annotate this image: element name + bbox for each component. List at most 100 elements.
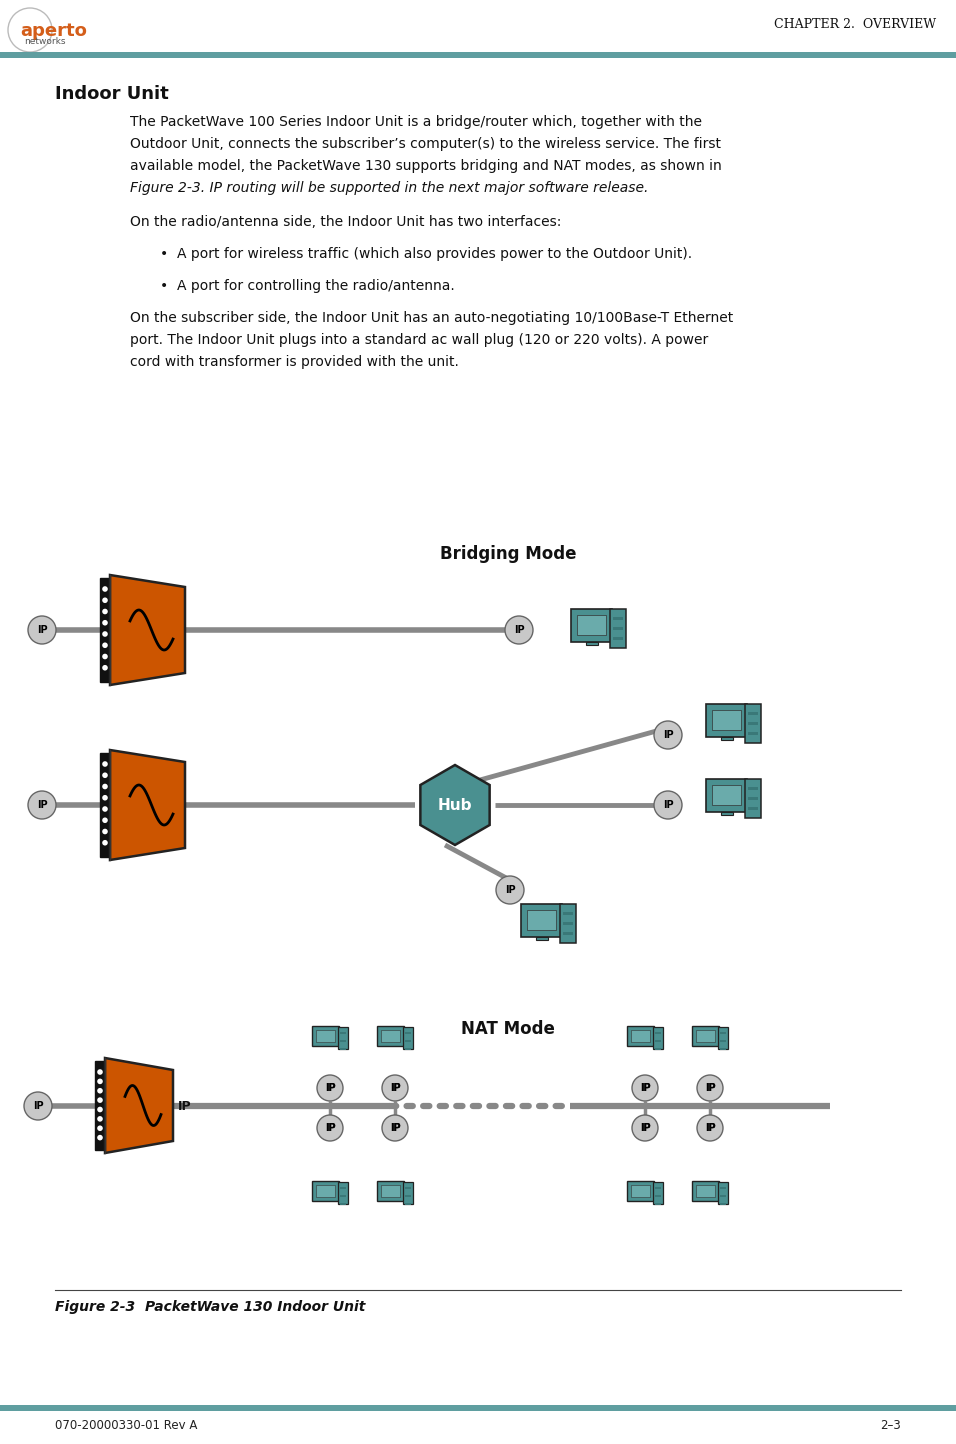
- Circle shape: [102, 761, 108, 767]
- Circle shape: [505, 617, 533, 644]
- FancyBboxPatch shape: [614, 627, 622, 630]
- Polygon shape: [110, 575, 185, 684]
- FancyBboxPatch shape: [655, 1047, 661, 1050]
- FancyBboxPatch shape: [0, 52, 956, 58]
- FancyBboxPatch shape: [338, 1181, 348, 1204]
- Text: •  A port for controlling the radio/antenna.: • A port for controlling the radio/anten…: [160, 279, 455, 293]
- FancyBboxPatch shape: [655, 1031, 661, 1034]
- FancyBboxPatch shape: [712, 786, 741, 804]
- FancyBboxPatch shape: [535, 937, 548, 940]
- FancyBboxPatch shape: [377, 1025, 404, 1047]
- Circle shape: [98, 1135, 103, 1141]
- FancyBboxPatch shape: [381, 1030, 400, 1043]
- Text: CHAPTER 2.  OVERVIEW: CHAPTER 2. OVERVIEW: [773, 17, 936, 30]
- Circle shape: [102, 609, 108, 614]
- Circle shape: [697, 1074, 723, 1100]
- Text: IP: IP: [36, 800, 47, 810]
- Text: Indoor Unit: Indoor Unit: [55, 85, 169, 103]
- FancyBboxPatch shape: [340, 1040, 346, 1041]
- FancyBboxPatch shape: [95, 1061, 105, 1149]
- Text: IP: IP: [325, 1123, 336, 1134]
- FancyBboxPatch shape: [746, 780, 761, 817]
- FancyBboxPatch shape: [655, 1194, 661, 1197]
- FancyBboxPatch shape: [749, 722, 758, 725]
- FancyBboxPatch shape: [528, 910, 556, 930]
- FancyBboxPatch shape: [405, 1187, 411, 1188]
- Text: The PacketWave 100 Series Indoor Unit is a bridge/router which, together with th: The PacketWave 100 Series Indoor Unit is…: [130, 116, 702, 129]
- FancyBboxPatch shape: [403, 1181, 413, 1204]
- FancyBboxPatch shape: [692, 1181, 719, 1201]
- FancyBboxPatch shape: [340, 1031, 346, 1034]
- Text: cord with transformer is provided with the unit.: cord with transformer is provided with t…: [130, 355, 459, 370]
- Circle shape: [102, 784, 108, 790]
- Text: PacketWave 130 Indoor Unit: PacketWave 130 Indoor Unit: [145, 1300, 365, 1314]
- Text: IP: IP: [325, 1083, 336, 1093]
- Text: port. The Indoor Unit plugs into a standard ac wall plug (120 or 220 volts). A p: port. The Indoor Unit plugs into a stand…: [130, 334, 708, 347]
- Text: IP: IP: [390, 1123, 401, 1134]
- FancyBboxPatch shape: [720, 1040, 726, 1041]
- Circle shape: [632, 1115, 658, 1141]
- FancyBboxPatch shape: [340, 1187, 346, 1188]
- Text: Figure 2-3. IP routing will be supported in the next major software release.: Figure 2-3. IP routing will be supported…: [130, 180, 648, 195]
- FancyBboxPatch shape: [340, 1194, 346, 1197]
- Circle shape: [697, 1115, 723, 1141]
- FancyBboxPatch shape: [100, 752, 110, 856]
- FancyBboxPatch shape: [403, 1027, 413, 1050]
- FancyBboxPatch shape: [340, 1203, 346, 1204]
- Circle shape: [28, 617, 56, 644]
- Text: IP: IP: [390, 1123, 401, 1134]
- Text: IP: IP: [705, 1083, 715, 1093]
- FancyBboxPatch shape: [712, 710, 741, 729]
- Text: aperto: aperto: [20, 22, 87, 40]
- Text: IP: IP: [390, 1083, 401, 1093]
- Circle shape: [98, 1106, 103, 1112]
- FancyBboxPatch shape: [655, 1040, 661, 1041]
- Circle shape: [382, 1115, 408, 1141]
- FancyBboxPatch shape: [720, 1047, 726, 1050]
- Circle shape: [102, 654, 108, 660]
- FancyBboxPatch shape: [749, 807, 758, 810]
- Circle shape: [317, 1115, 343, 1141]
- FancyBboxPatch shape: [627, 1025, 654, 1047]
- Text: IP: IP: [705, 1123, 715, 1134]
- Text: On the subscriber side, the Indoor Unit has an auto-negotiating 10/100Base-T Eth: On the subscriber side, the Indoor Unit …: [130, 310, 733, 325]
- Circle shape: [24, 1092, 52, 1121]
- Circle shape: [317, 1074, 343, 1100]
- FancyBboxPatch shape: [706, 703, 748, 736]
- FancyBboxPatch shape: [405, 1203, 411, 1204]
- FancyBboxPatch shape: [653, 1181, 663, 1204]
- Polygon shape: [105, 1058, 173, 1152]
- Text: Figure 2-3: Figure 2-3: [55, 1300, 135, 1314]
- FancyBboxPatch shape: [653, 1027, 663, 1050]
- FancyBboxPatch shape: [749, 712, 758, 715]
- Text: IP: IP: [640, 1123, 650, 1134]
- FancyBboxPatch shape: [563, 923, 573, 926]
- Circle shape: [102, 773, 108, 778]
- FancyBboxPatch shape: [405, 1047, 411, 1050]
- FancyBboxPatch shape: [405, 1194, 411, 1197]
- FancyBboxPatch shape: [340, 1047, 346, 1050]
- Text: IP: IP: [390, 1083, 401, 1093]
- FancyBboxPatch shape: [749, 732, 758, 735]
- FancyBboxPatch shape: [316, 1184, 335, 1197]
- FancyBboxPatch shape: [312, 1181, 339, 1201]
- Text: IP: IP: [640, 1083, 650, 1093]
- Text: IP: IP: [325, 1083, 336, 1093]
- FancyBboxPatch shape: [721, 736, 733, 741]
- Text: networks: networks: [24, 38, 66, 46]
- Text: IP: IP: [513, 625, 524, 635]
- FancyBboxPatch shape: [586, 641, 598, 645]
- FancyBboxPatch shape: [614, 637, 622, 640]
- Text: available model, the PacketWave 130 supports bridging and NAT modes, as shown in: available model, the PacketWave 130 supp…: [130, 159, 722, 173]
- Text: Bridging Mode: Bridging Mode: [440, 544, 576, 563]
- FancyBboxPatch shape: [627, 1181, 654, 1201]
- Circle shape: [102, 796, 108, 800]
- FancyBboxPatch shape: [631, 1184, 650, 1197]
- FancyBboxPatch shape: [706, 778, 748, 812]
- Circle shape: [102, 586, 108, 592]
- FancyBboxPatch shape: [655, 1203, 661, 1204]
- FancyBboxPatch shape: [312, 1025, 339, 1047]
- FancyBboxPatch shape: [718, 1181, 728, 1204]
- Circle shape: [654, 791, 682, 819]
- Circle shape: [382, 1074, 408, 1100]
